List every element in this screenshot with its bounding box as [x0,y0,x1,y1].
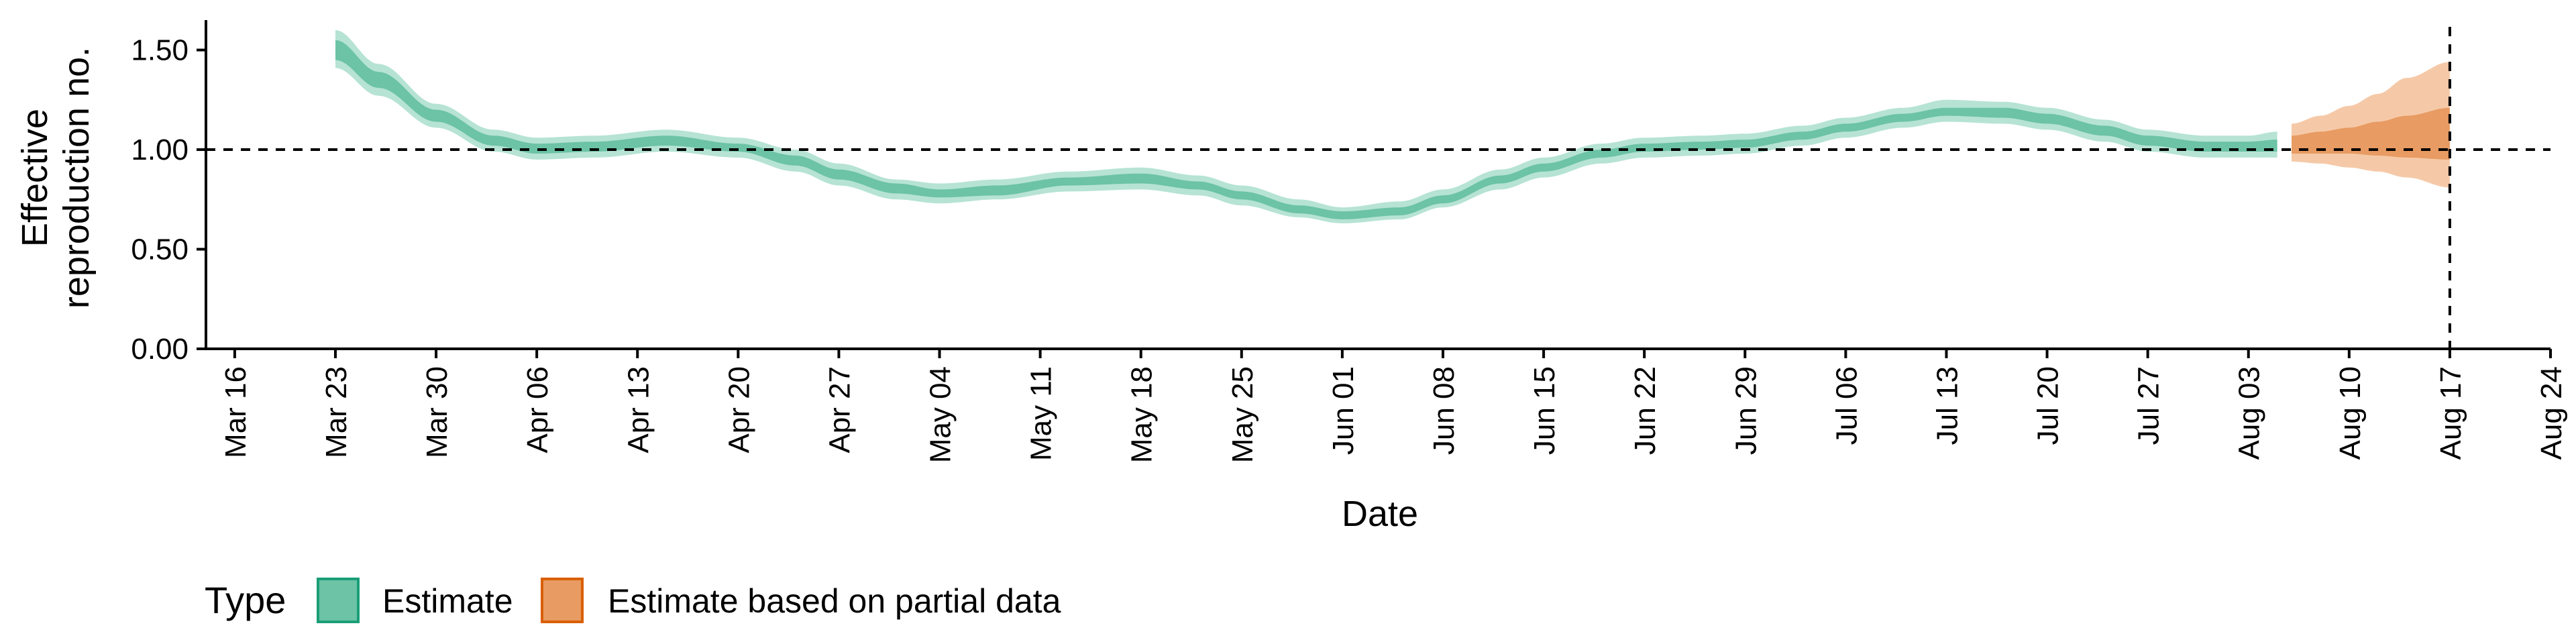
x-tick-label: Apr 20 [722,366,755,453]
x-tick-label: Apr 13 [622,366,655,453]
x-tick-label: Jul 27 [2133,366,2165,445]
reference-lines [206,27,2551,349]
legend-label-estimate: Estimate [382,582,513,620]
x-tick-label: May 18 [1126,366,1159,463]
x-tick-label: Aug 10 [2334,366,2367,460]
band-90-estimate [335,30,2277,223]
x-tick-label: Jun 01 [1327,366,1360,455]
y-tick-label: 1.50 [131,34,189,67]
y-axis-title-line-2: reproduction no. [56,47,97,309]
x-tick-label: Mar 23 [320,366,353,458]
band-50-partial [2292,107,2450,160]
y-tick-label: 1.00 [131,133,189,166]
x-tick-label: Apr 27 [823,366,856,453]
y-tick-label: 0.50 [131,233,189,266]
y-tick-label: 0.00 [131,333,189,366]
x-axis-title: Date [1342,494,1418,534]
x-tick-label: May 04 [924,366,957,463]
x-tick-label: Aug 03 [2233,366,2266,460]
legend-swatch-partial [541,578,584,623]
x-tick-label: Apr 06 [521,366,554,453]
x-tick-label: May 11 [1025,366,1058,461]
legend-swatch-estimate [317,578,360,623]
legend: Type Estimate Estimate based on partial … [205,578,1061,623]
x-tick-label: Jul 06 [1830,366,1863,445]
axes-layer: 0.00 0.50 1.00 1.50 Mar 16 Mar 23 Mar 30 Apr 06… [131,20,2568,463]
y-axis-title-line-1: Effective [15,109,55,247]
x-tick-label: Jun 15 [1528,366,1561,455]
x-tick-label: Aug 24 [2535,366,2568,460]
x-tick-label: Jun 08 [1428,366,1460,455]
x-tick-label: Jul 20 [2032,366,2065,445]
legend-label-partial: Estimate based on partial data [608,582,1061,620]
bands-layer [335,30,2450,223]
y-axis-title: Effective reproduction no. [15,47,97,309]
legend-title: Type [205,579,286,621]
x-tick-label: Mar 30 [421,366,453,458]
x-tick-label: May 25 [1226,366,1259,463]
x-tick-label: Mar 16 [219,366,252,458]
x-tick-label: Jun 22 [1629,366,1662,455]
x-tick-label: Aug 17 [2434,366,2467,460]
x-tick-label: Jun 29 [1729,366,1762,455]
band-50-estimate [335,40,2277,219]
x-tick-label: Jul 13 [1931,366,1964,445]
